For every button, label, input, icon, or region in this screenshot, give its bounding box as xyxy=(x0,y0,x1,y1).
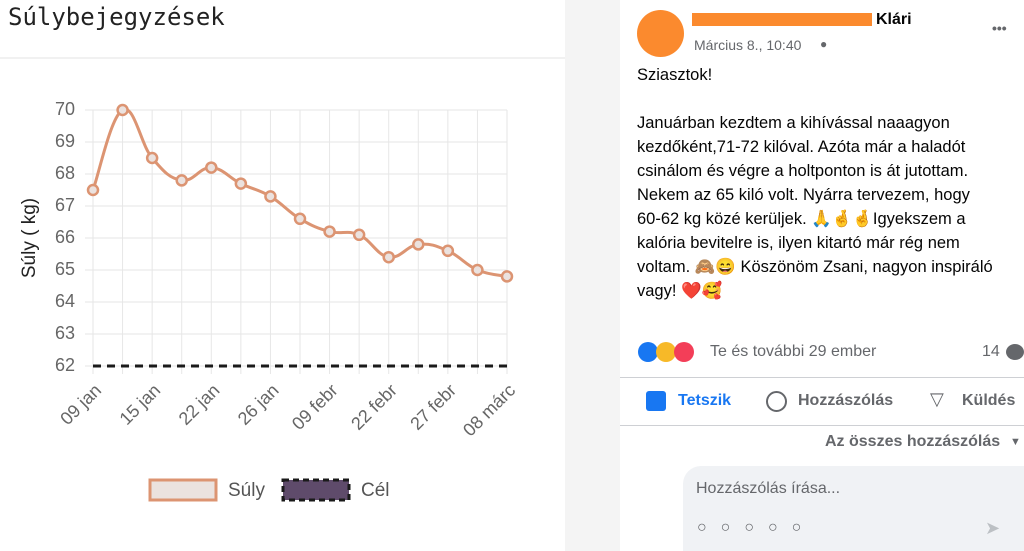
y-tick-label: 64 xyxy=(55,291,75,311)
y-tick-label: 67 xyxy=(55,195,75,215)
avatar[interactable] xyxy=(637,10,684,57)
text-line: voltam. 🙈😄 Köszönöm Zsani, nagyon inspir… xyxy=(637,258,993,276)
text-line: kezdőként,71-72 kilóval. Azóta már a hal… xyxy=(637,138,966,156)
redaction xyxy=(692,13,872,26)
y-tick-label: 62 xyxy=(55,355,75,375)
x-tick-label: 27 febr xyxy=(406,380,460,434)
timestamp[interactable]: Március 8., 10:40 xyxy=(694,37,802,53)
comment-button-icon xyxy=(766,391,787,412)
comment-icon xyxy=(1006,344,1024,360)
y-tick-label: 68 xyxy=(55,163,75,183)
y-tick-label: 69 xyxy=(55,131,75,151)
legend-label: Cél xyxy=(361,480,390,501)
reaction-summary[interactable]: Te és további 29 ember xyxy=(710,343,877,360)
text-line: kalória bevitelre is, ilyen kitartó már … xyxy=(637,234,960,252)
divider xyxy=(620,425,1024,426)
legend-swatch xyxy=(281,478,351,502)
text-line: Sziasztok! xyxy=(637,66,713,84)
point xyxy=(471,263,484,277)
point xyxy=(234,177,248,190)
point xyxy=(86,183,100,197)
point xyxy=(116,103,129,117)
x-tick-label: 08 márc xyxy=(459,380,519,440)
paragraph: Januárban kezdtem a kihívással naaagyon k… xyxy=(637,111,993,303)
plot: 62 63 64 65 66 67 68 69 70 09 jan 15 jan 22 jan 26 j… xyxy=(55,99,519,502)
y-tick-label: 63 xyxy=(55,323,75,343)
chart: Súlybejegyzések Súly ( kg) 6263646566676… xyxy=(0,3,565,502)
send-comment: ➤ xyxy=(985,518,1001,538)
point xyxy=(264,190,277,203)
point xyxy=(205,161,218,174)
legend-label: Súly xyxy=(228,480,265,501)
like-button[interactable]: Tetszik xyxy=(678,392,732,409)
post: Klári Március 8., 10:40 ● ••• Sziasztok!… xyxy=(620,0,1024,551)
globe-icon: ● xyxy=(820,37,828,51)
comment-button[interactable]: Hozzászólás xyxy=(798,392,894,409)
x-tick-label: 22 jan xyxy=(175,380,224,429)
x-tick-label: 15 jan xyxy=(116,380,165,429)
post-body: Sziasztok! Januárban kezdtem a kihívással… xyxy=(637,63,993,327)
divider xyxy=(620,377,1024,378)
point xyxy=(441,244,455,258)
point xyxy=(323,225,336,238)
point xyxy=(175,174,188,187)
text-line: vagy! ❤️🥰 xyxy=(637,282,723,300)
comment-count[interactable]: 14 xyxy=(982,343,1000,360)
x-tick-label: 26 jan xyxy=(234,380,283,429)
like-icon xyxy=(646,391,666,411)
point xyxy=(352,228,366,242)
point xyxy=(145,151,159,165)
share-button[interactable]: Küldés xyxy=(962,392,1016,409)
x-tick-label: 09 febr xyxy=(288,380,342,434)
point xyxy=(500,270,514,283)
x-tick-label: 09 jan xyxy=(56,380,105,429)
y-tick-label: 70 xyxy=(55,99,75,119)
comment-placeholder: Hozzászólás írása... xyxy=(696,480,841,497)
paragraph: Sziasztok! xyxy=(637,63,993,87)
caret: ▼ xyxy=(1010,436,1021,448)
send-icon: ▽ xyxy=(930,389,944,409)
more-button[interactable]: ••• xyxy=(992,20,1007,36)
legend-swatch xyxy=(148,478,218,502)
y-tick-label: 66 xyxy=(55,227,75,247)
comment-tools: ○○○○○ xyxy=(697,519,816,536)
point xyxy=(412,238,425,251)
comment-box[interactable]: Hozzászólás írása... ○○○○○ ➤ xyxy=(683,466,1024,551)
x-tick-label: 22 febr xyxy=(347,380,401,434)
reaction-icons xyxy=(638,342,700,362)
author[interactable]: Klári xyxy=(876,11,912,28)
text-line: Januárban kezdtem a kihívással naaagyon xyxy=(637,114,950,132)
y-axis-label: Súly ( kg) xyxy=(19,198,40,278)
text-line: Nekem az 65 kiló volt. Nyárra tervezem, … xyxy=(637,186,970,204)
text-line: 60-62 kg közé kerüljek. 🙏🤞🤞Igyekszem a xyxy=(637,210,966,228)
y-tick-label: 65 xyxy=(55,259,75,279)
separator xyxy=(565,0,620,551)
point xyxy=(382,250,395,264)
point xyxy=(293,212,307,226)
chart-title: Súlybejegyzések xyxy=(8,3,225,31)
all-comments[interactable]: Az összes hozzászólás xyxy=(825,433,1001,450)
text-line: csinálom és végre a holtponton is át jut… xyxy=(637,162,969,180)
